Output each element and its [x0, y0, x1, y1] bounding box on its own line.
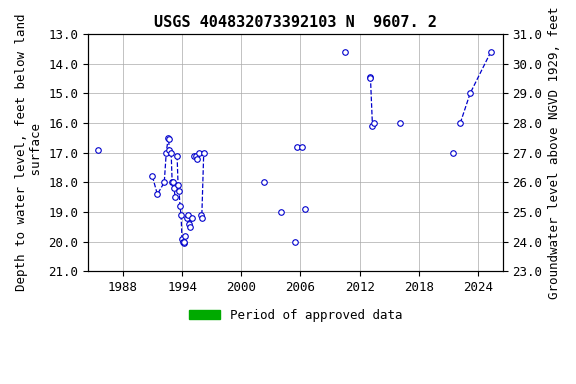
Bar [287, 271, 291, 277]
Bar [444, 271, 446, 277]
Bar [295, 271, 299, 277]
Bar [463, 271, 466, 277]
Bar [162, 271, 217, 277]
Bar [425, 271, 427, 277]
Bar [402, 271, 406, 277]
Y-axis label: Depth to water level, feet below land
 surface: Depth to water level, feet below land su… [15, 14, 43, 291]
Title: USGS 404832073392103 N  9607. 2: USGS 404832073392103 N 9607. 2 [154, 15, 437, 30]
Bar [268, 271, 270, 277]
Bar [479, 271, 482, 277]
Bar [257, 271, 259, 277]
Legend: Period of approved data: Period of approved data [184, 304, 407, 327]
Bar [272, 271, 274, 277]
Bar [351, 271, 353, 277]
Y-axis label: Groundwater level above NGVD 1929, feet: Groundwater level above NGVD 1929, feet [548, 7, 561, 299]
Bar [370, 271, 376, 277]
Bar [469, 271, 473, 277]
Bar [487, 271, 490, 277]
Bar [262, 271, 264, 277]
